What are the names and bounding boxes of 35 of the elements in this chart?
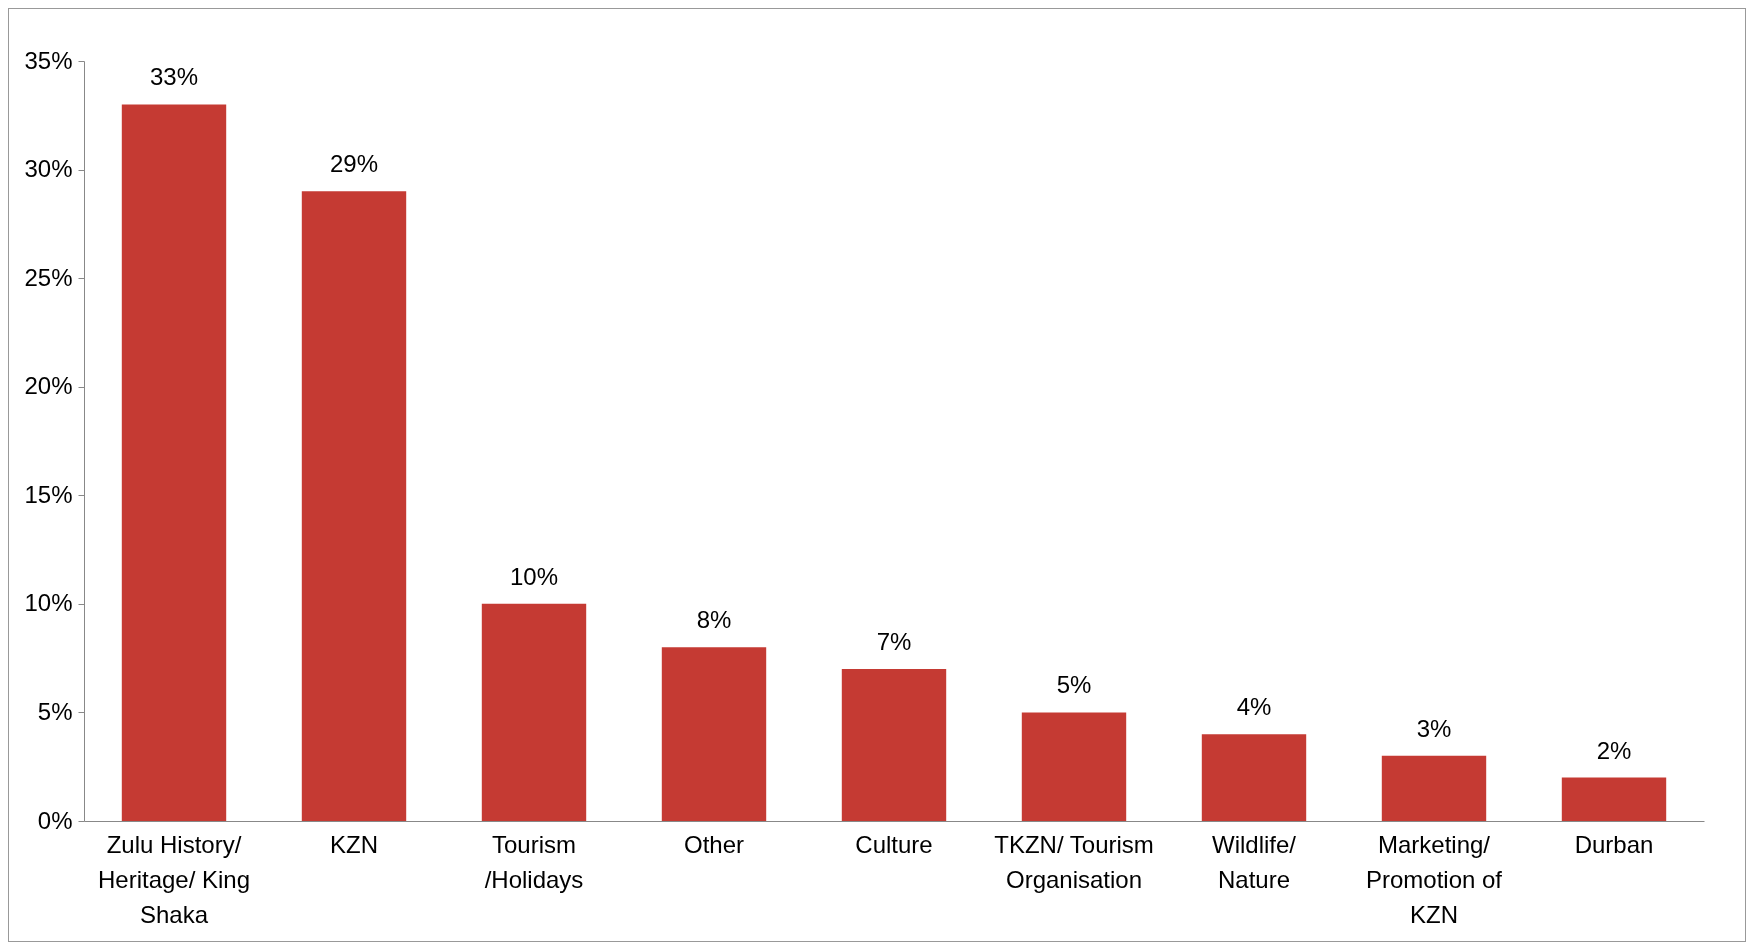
x-tick-label: Wildlife/ Nature — [1211, 830, 1297, 893]
bar — [1021, 712, 1127, 821]
y-tick-label: 20% — [24, 372, 73, 400]
data-label: 3% — [1416, 714, 1452, 742]
x-tick-label: Other — [683, 830, 745, 858]
x-tick-label: Marketing/ Promotion of KZN — [1365, 830, 1503, 928]
bar — [1381, 755, 1487, 821]
bar — [661, 647, 767, 821]
bar — [121, 104, 227, 821]
y-tick-label: 10% — [24, 589, 73, 617]
x-tick-label: Durban — [1574, 830, 1654, 858]
x-tick-label: TKZN/ Tourism Organisation — [994, 830, 1154, 893]
bar — [1561, 777, 1667, 821]
data-label: 29% — [329, 150, 379, 178]
bar — [301, 191, 407, 821]
x-tick-label: Zulu History/ Heritage/ King Shaka — [97, 830, 251, 928]
y-tick-label: 0% — [37, 806, 73, 834]
y-tick-label: 15% — [24, 480, 73, 508]
bar — [481, 603, 587, 821]
y-tick-label: 5% — [37, 697, 73, 725]
data-label: 10% — [509, 562, 559, 590]
x-tick-label: Tourism /Holidays — [484, 830, 584, 893]
data-label: 5% — [1056, 671, 1092, 699]
data-label: 4% — [1236, 693, 1272, 721]
x-tick-label: Culture — [855, 830, 933, 858]
x-tick-label: KZN — [330, 830, 378, 858]
data-label: 2% — [1596, 736, 1632, 764]
y-tick-label: 30% — [24, 155, 73, 183]
data-label: 8% — [696, 606, 732, 634]
data-label: 7% — [876, 628, 912, 655]
bar — [1201, 734, 1307, 821]
y-tick-label: 35% — [24, 46, 73, 74]
data-label: 33% — [149, 63, 199, 91]
y-tick-label: 25% — [24, 263, 73, 291]
bar — [841, 669, 947, 821]
